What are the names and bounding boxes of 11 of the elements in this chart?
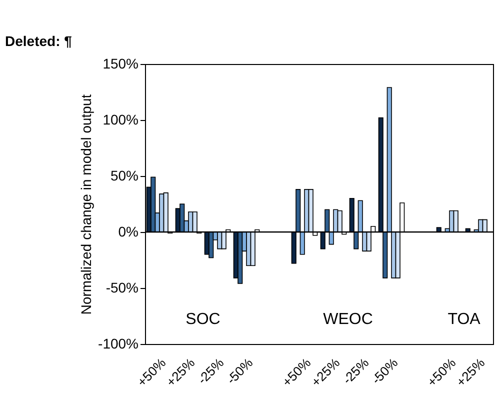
y-tick-label: 50% xyxy=(110,168,138,184)
y-tick-label: 100% xyxy=(102,112,138,128)
y-tick-label: -100% xyxy=(98,336,138,352)
annotation: TOA xyxy=(448,311,481,328)
y-tick-label: 150% xyxy=(102,56,138,72)
y-tick-label: 0% xyxy=(118,224,138,240)
annotation: SOC xyxy=(186,311,220,328)
y-tick-label: -50% xyxy=(106,280,138,296)
annotation: WEOC xyxy=(323,311,373,328)
y-axis-title: Normalized change in model output xyxy=(78,94,94,315)
text: Deleted: ¶ xyxy=(5,33,72,49)
